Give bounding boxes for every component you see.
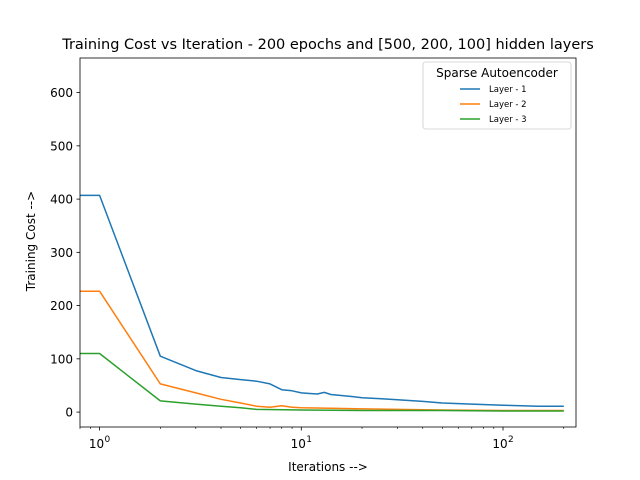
x-tick-label-exponent-100: 2 (508, 435, 514, 445)
series-layer (80, 194, 564, 412)
series-line-layer-3 (80, 352, 564, 412)
y-tick-label-600: 600 (50, 86, 73, 100)
series-line-layer-2 (80, 290, 564, 412)
series-group (80, 194, 564, 412)
y-tick-label-500: 500 (50, 139, 73, 153)
y-tick-label-200: 200 (50, 299, 73, 313)
legend-label-layer-2: Layer - 2 (489, 100, 527, 110)
y-tick-label-0: 0 (65, 406, 73, 420)
x-tick-label-1: 10 (89, 437, 104, 451)
y-tick-label-300: 300 (50, 246, 73, 260)
series-line-layer-1 (80, 194, 564, 407)
x-tick-label-exponent-10: 1 (306, 435, 312, 445)
legend-label-layer-3: Layer - 3 (489, 115, 527, 125)
y-tick-label-100: 100 (50, 352, 73, 366)
x-axis-label: Iterations --> (288, 460, 368, 474)
y-axis-label: Training Cost --> (24, 191, 38, 292)
y-tick-label-400: 400 (50, 193, 73, 207)
legend-title: Sparse Autoencoder (436, 66, 558, 80)
legend: Sparse Autoencoder Layer - 1 Layer - 2 Laye… (422, 61, 572, 130)
legend-box (422, 61, 572, 130)
x-tick-label-10: 10 (291, 437, 306, 451)
axes-frame (79, 57, 577, 428)
legend-label-layer-1: Layer - 1 (489, 85, 527, 95)
x-tick-label-exponent-1: 0 (105, 435, 111, 445)
chart-title: Training Cost vs Iteration - 200 epochs … (61, 37, 594, 53)
x-tick-label-100: 10 (492, 437, 507, 451)
